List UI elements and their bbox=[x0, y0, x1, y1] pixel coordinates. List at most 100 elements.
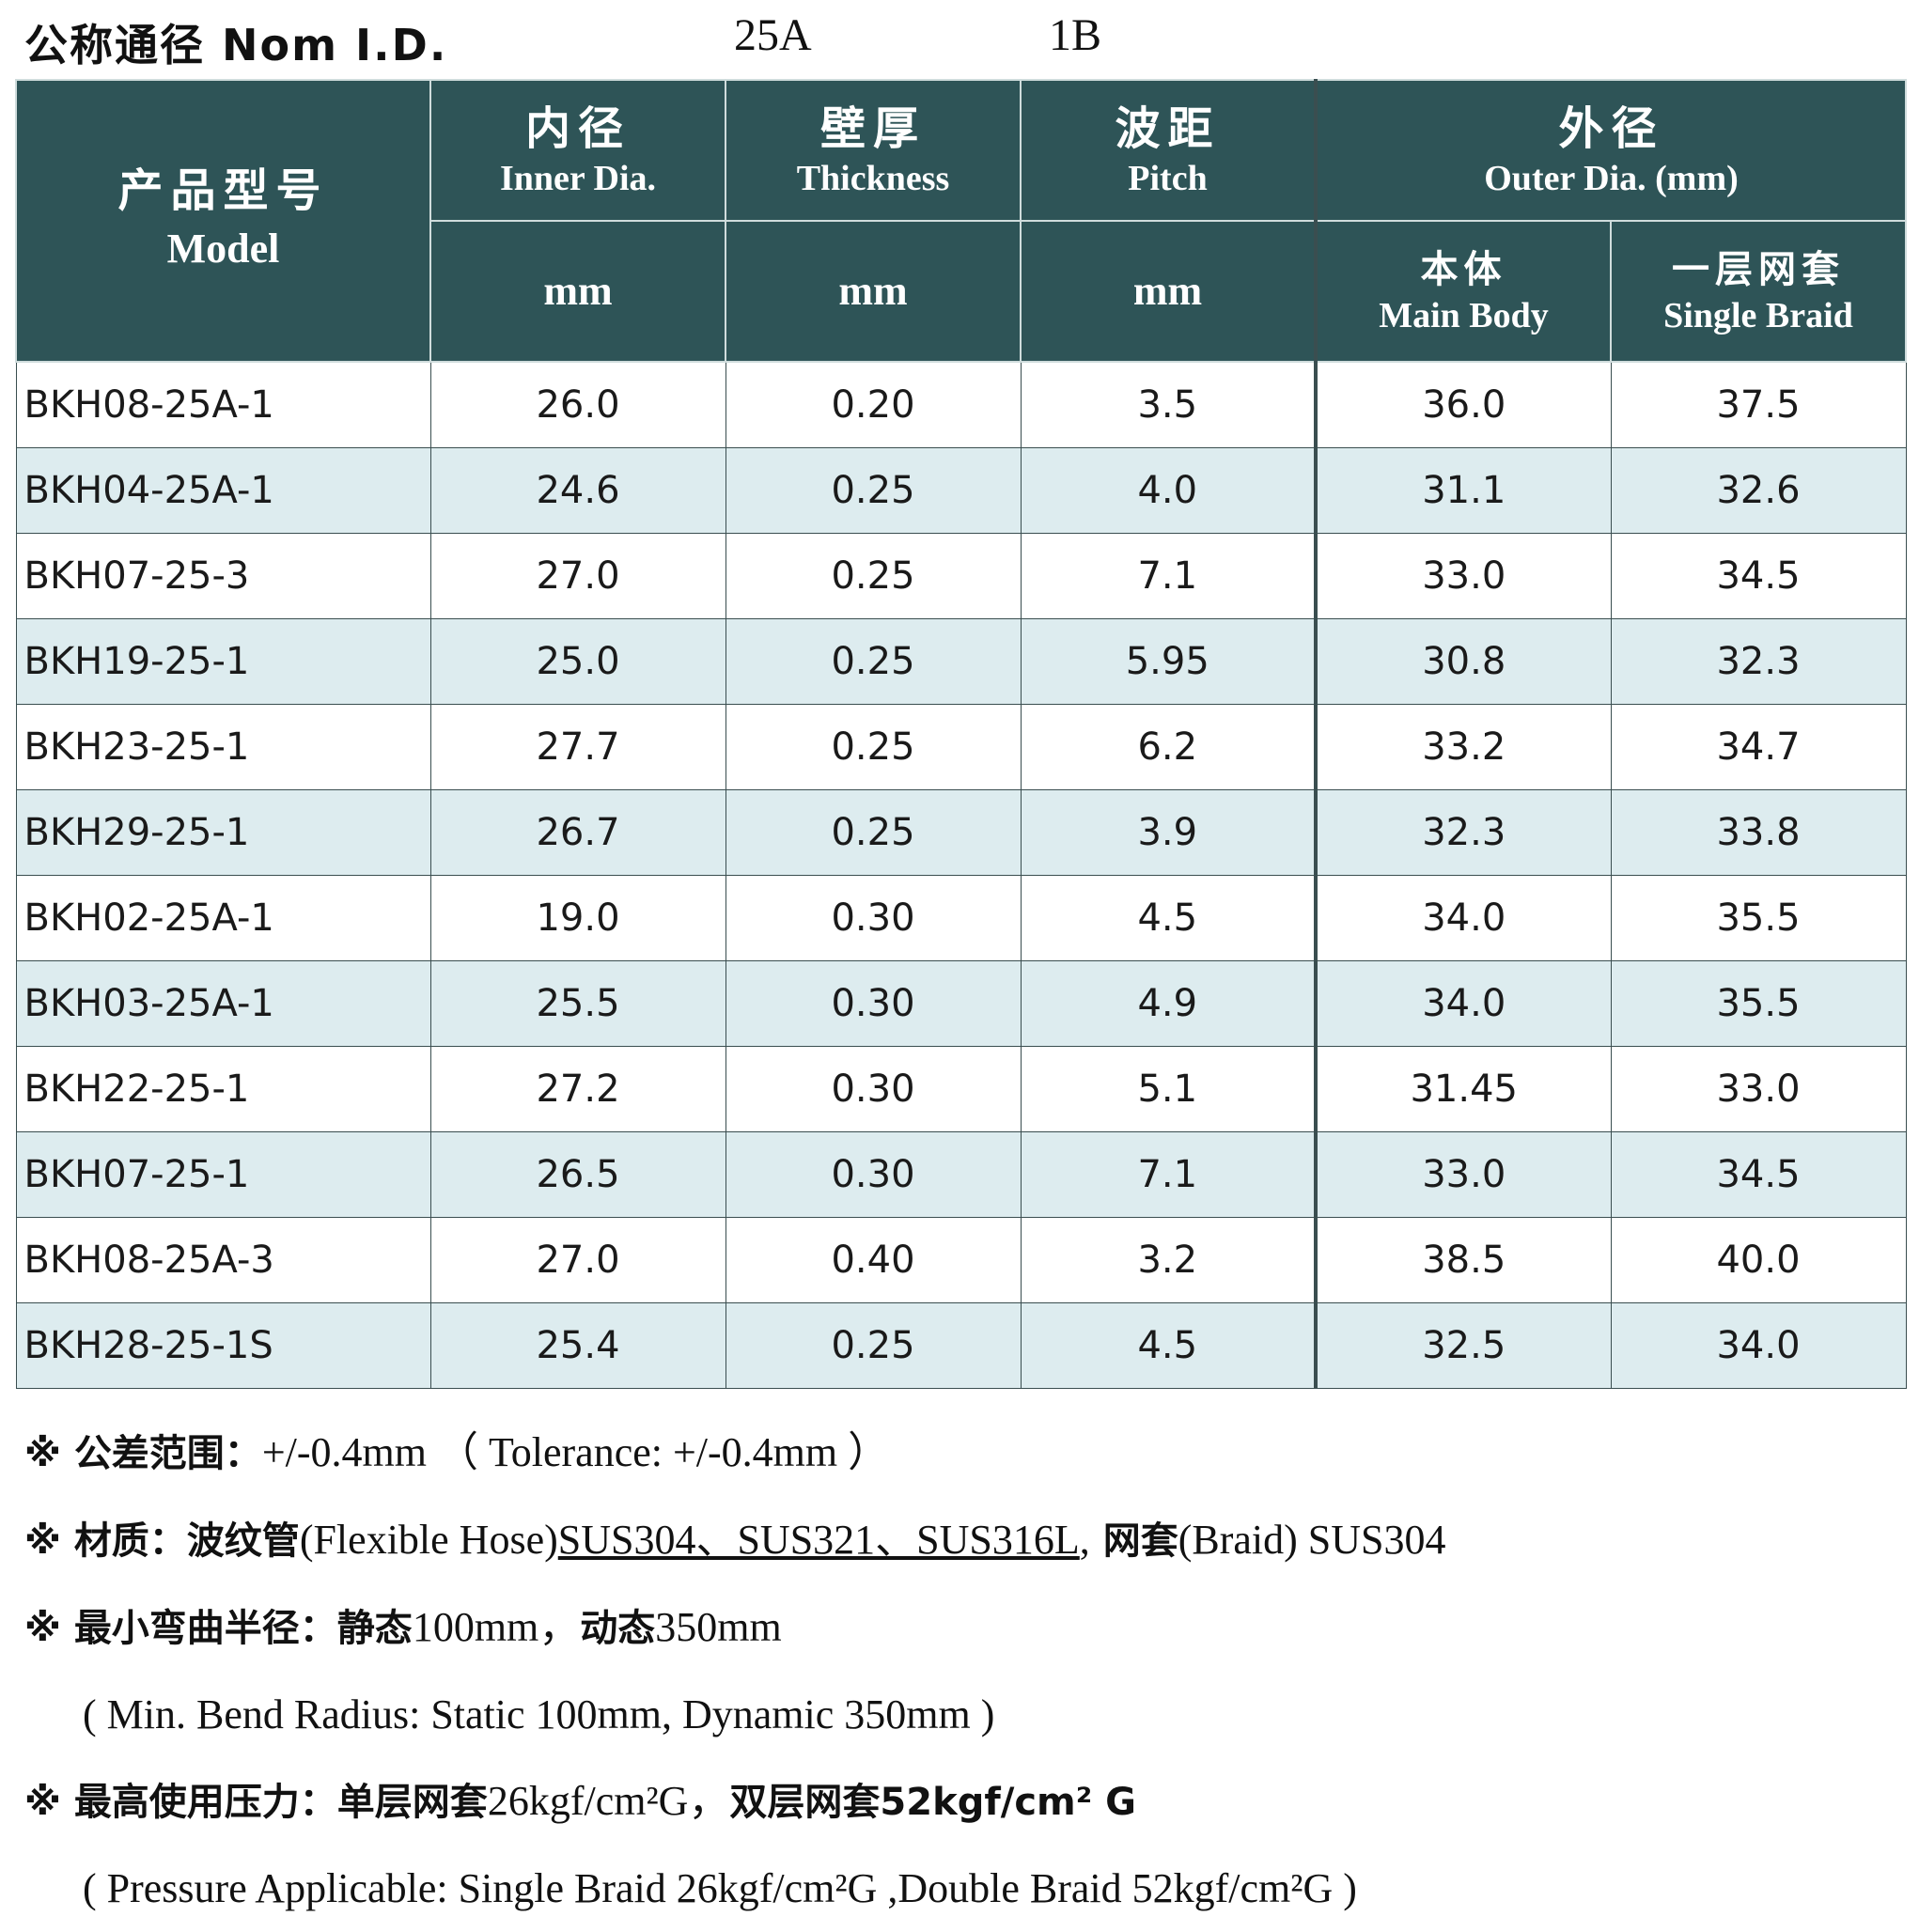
thickness-unit: mm bbox=[838, 268, 908, 314]
cell-main-body: 36.0 bbox=[1314, 361, 1612, 448]
table-row: BKH07-25-1 26.5 0.30 7.1 33.0 34.5 bbox=[15, 1131, 1907, 1218]
nominal-size-a: 25A bbox=[734, 10, 812, 60]
header-row-bottom: mm mm mm 本体 Main Body 一层网套 Single Braid bbox=[16, 220, 1908, 363]
cell-main-body: 32.3 bbox=[1314, 789, 1612, 876]
nominal-size-b: 1B bbox=[1049, 10, 1102, 60]
nominal-id-label: 公称通径 Nom I.D. bbox=[24, 20, 448, 70]
tolerance-value: +/-0.4mm （ Tolerance: +/-0.4mm ） bbox=[261, 1429, 890, 1475]
header-pitch: 波距 Pitch bbox=[1020, 79, 1317, 222]
cell-thickness: 0.25 bbox=[725, 704, 1022, 790]
cell-pitch: 3.5 bbox=[1020, 361, 1317, 448]
cell-thickness: 0.25 bbox=[725, 447, 1022, 534]
cell-pitch: 7.1 bbox=[1020, 533, 1317, 619]
header-inner: 内径 Inner Dia. bbox=[429, 79, 726, 222]
cell-pitch: 4.5 bbox=[1020, 875, 1317, 961]
cell-main-body: 30.8 bbox=[1314, 618, 1612, 705]
table-row: BKH02-25A-1 19.0 0.30 4.5 34.0 35.5 bbox=[15, 875, 1907, 961]
cell-main-body: 38.5 bbox=[1314, 1217, 1612, 1303]
material-comma: , bbox=[1079, 1517, 1090, 1563]
cell-pitch: 4.5 bbox=[1020, 1302, 1317, 1389]
cell-single-braid: 34.7 bbox=[1610, 704, 1907, 790]
cell-pitch: 5.95 bbox=[1020, 618, 1317, 705]
pressure-double: 52kgf/cm² G bbox=[880, 1781, 1136, 1824]
material-grades: SUS304、SUS321、SUS316L bbox=[557, 1517, 1080, 1563]
inner-unit: mm bbox=[543, 268, 613, 314]
cell-single-braid: 34.0 bbox=[1610, 1302, 1907, 1389]
note-bend-radius-en: ( Min. Bend Radius: Static 100mm, Dynami… bbox=[83, 1691, 995, 1737]
cell-single-braid: 33.8 bbox=[1610, 789, 1907, 876]
cell-pitch: 4.9 bbox=[1020, 960, 1317, 1047]
table-row: BKH22-25-1 27.2 0.30 5.1 31.45 33.0 bbox=[15, 1046, 1907, 1132]
cell-thickness: 0.30 bbox=[725, 1046, 1022, 1132]
header-model-zh: 产品型号 bbox=[117, 164, 329, 217]
cell-model: BKH07-25-3 bbox=[15, 533, 431, 619]
header-single-braid: 一层网套 Single Braid bbox=[1609, 220, 1908, 363]
cell-pitch: 3.9 bbox=[1020, 789, 1317, 876]
bend-static: 100mm， bbox=[412, 1604, 581, 1650]
bend-dynamic: 350mm bbox=[655, 1604, 782, 1650]
bend-label: ※ 最小弯曲半径：静态 bbox=[24, 1607, 413, 1650]
cell-model: BKH03-25A-1 bbox=[15, 960, 431, 1047]
header-pitch-unit: mm bbox=[1020, 220, 1317, 363]
cell-inner-dia: 27.7 bbox=[429, 704, 726, 790]
cell-single-braid: 35.5 bbox=[1610, 960, 1907, 1047]
cell-inner-dia: 26.7 bbox=[429, 789, 726, 876]
material-hose-en: (Flexible Hose) bbox=[299, 1517, 558, 1563]
material-label: ※ 材质：波纹管 bbox=[24, 1519, 300, 1563]
cell-model: BKH19-25-1 bbox=[15, 618, 431, 705]
header-model: 产品型号 Model bbox=[15, 79, 431, 363]
cell-inner-dia: 27.0 bbox=[429, 533, 726, 619]
cell-inner-dia: 24.6 bbox=[429, 447, 726, 534]
header-outer-en: Outer Dia. (mm) bbox=[1484, 159, 1739, 198]
cell-inner-dia: 27.2 bbox=[429, 1046, 726, 1132]
cell-single-braid: 40.0 bbox=[1610, 1217, 1907, 1303]
cell-inner-dia: 27.0 bbox=[429, 1217, 726, 1303]
cell-main-body: 33.0 bbox=[1314, 533, 1612, 619]
table-row: BKH08-25A-3 27.0 0.40 3.2 38.5 40.0 bbox=[15, 1217, 1907, 1303]
cell-model: BKH08-25A-3 bbox=[15, 1217, 431, 1303]
table-row: BKH29-25-1 26.7 0.25 3.9 32.3 33.8 bbox=[15, 789, 1907, 876]
header-thickness-zh: 壁厚 bbox=[819, 102, 926, 155]
cell-pitch: 3.2 bbox=[1020, 1217, 1317, 1303]
header-thickness: 壁厚 Thickness bbox=[725, 79, 1022, 222]
cell-single-braid: 34.5 bbox=[1610, 1131, 1907, 1218]
cell-pitch: 5.1 bbox=[1020, 1046, 1317, 1132]
pressure-double-label: 双层网套 bbox=[729, 1781, 881, 1824]
cell-pitch: 7.1 bbox=[1020, 1131, 1317, 1218]
cell-single-braid: 37.5 bbox=[1610, 361, 1907, 448]
table-row: BKH04-25A-1 24.6 0.25 4.0 31.1 32.6 bbox=[15, 447, 1907, 534]
cell-model: BKH28-25-1S bbox=[15, 1302, 431, 1389]
header-inner-zh: 内径 bbox=[524, 102, 631, 155]
header-inner-unit: mm bbox=[429, 220, 726, 363]
header-model-en: Model bbox=[166, 226, 280, 272]
cell-model: BKH07-25-1 bbox=[15, 1131, 431, 1218]
cell-pitch: 4.0 bbox=[1020, 447, 1317, 534]
cell-inner-dia: 25.4 bbox=[429, 1302, 726, 1389]
cell-thickness: 0.30 bbox=[725, 875, 1022, 961]
cell-thickness: 0.25 bbox=[725, 533, 1022, 619]
title-bar: 公称通径 Nom I.D. 25A 1B bbox=[24, 4, 1895, 73]
pressure-label: ※ 最高使用压力：单层网套 bbox=[24, 1781, 488, 1824]
table-row: BKH28-25-1S 25.4 0.25 4.5 32.5 34.0 bbox=[15, 1302, 1907, 1389]
cell-thickness: 0.40 bbox=[725, 1217, 1022, 1303]
pitch-unit: mm bbox=[1132, 268, 1203, 314]
cell-thickness: 0.30 bbox=[725, 1131, 1022, 1218]
spec-table-body: BKH08-25A-1 26.0 0.20 3.5 36.0 37.5 BKH04-25A-… bbox=[15, 361, 1907, 1389]
cell-model: BKH23-25-1 bbox=[15, 704, 431, 790]
header-inner-en: Inner Dia. bbox=[499, 159, 657, 198]
cell-inner-dia: 19.0 bbox=[429, 875, 726, 961]
header-main-body-en: Main Body bbox=[1379, 296, 1549, 335]
header-main-body-zh: 本体 bbox=[1420, 248, 1507, 291]
cell-inner-dia: 25.5 bbox=[429, 960, 726, 1047]
cell-single-braid: 33.0 bbox=[1610, 1046, 1907, 1132]
table-row: BKH08-25A-1 26.0 0.20 3.5 36.0 37.5 bbox=[15, 361, 1907, 448]
cell-main-body: 31.45 bbox=[1314, 1046, 1612, 1132]
cell-single-braid: 32.6 bbox=[1610, 447, 1907, 534]
cell-thickness: 0.25 bbox=[725, 618, 1022, 705]
table-row: BKH23-25-1 27.7 0.25 6.2 33.2 34.7 bbox=[15, 704, 1907, 790]
material-braid-zh: 网套 bbox=[1089, 1519, 1178, 1563]
cell-thickness: 0.25 bbox=[725, 789, 1022, 876]
cell-thickness: 0.20 bbox=[725, 361, 1022, 448]
cell-thickness: 0.30 bbox=[725, 960, 1022, 1047]
cell-model: BKH04-25A-1 bbox=[15, 447, 431, 534]
